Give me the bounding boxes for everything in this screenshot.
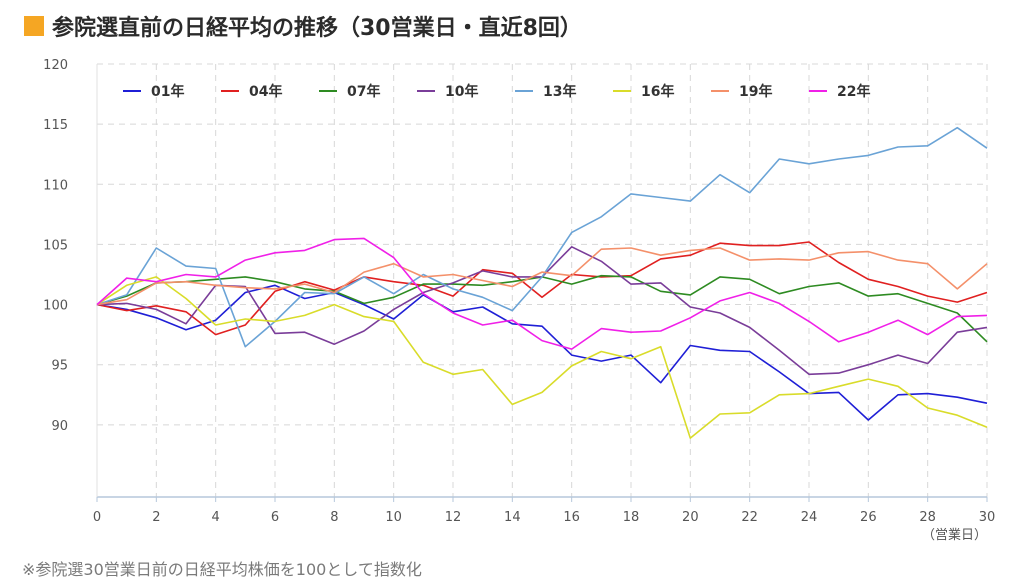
legend-label: 13年	[543, 83, 576, 100]
x-tick-label: 6	[271, 510, 279, 525]
chart-title: 参院選直前の日経平均の推移（30営業日・直近8回）	[52, 16, 582, 41]
series-line-10年	[96, 246, 988, 376]
series-line-13年	[96, 126, 988, 348]
x-tick-label: 12	[445, 510, 462, 525]
x-tick-label: 30	[979, 510, 996, 525]
x-tick-label: 24	[801, 510, 818, 525]
legend-label: 19年	[739, 83, 772, 100]
legend-label: 16年	[641, 83, 674, 100]
x-tick-label: 26	[860, 510, 877, 525]
y-tick-label: 120	[43, 58, 68, 73]
x-tick-label: 14	[504, 510, 521, 525]
title-square-icon	[24, 16, 44, 36]
series-line-04年	[96, 241, 988, 336]
series-line-19年	[96, 247, 988, 306]
x-tick-label: 22	[741, 510, 758, 525]
x-tick-label: 4	[212, 510, 220, 525]
legend-label: 10年	[445, 83, 478, 100]
series-line-16年	[96, 276, 988, 439]
x-tick-label: 28	[919, 510, 936, 525]
legend-label: 22年	[837, 83, 870, 100]
y-tick-label: 95	[51, 359, 68, 374]
series-line-22年	[96, 237, 988, 350]
x-tick-label: 18	[623, 510, 640, 525]
x-tick-label: 0	[93, 510, 101, 525]
y-tick-label: 100	[43, 299, 68, 314]
title-bar: 参院選直前の日経平均の推移（30営業日・直近8回）	[24, 6, 582, 46]
x-tick-label: 8	[330, 510, 338, 525]
y-tick-label: 115	[43, 118, 68, 133]
footnote: ※参院選30営業日前の日経平均株価を100として指数化	[22, 560, 422, 579]
x-tick-label: 10	[385, 510, 402, 525]
legend-label: 07年	[347, 83, 380, 100]
x-tick-label: 20	[682, 510, 699, 525]
series-line-01年	[96, 284, 988, 421]
x-tick-label: 16	[563, 510, 580, 525]
y-tick-label: 105	[43, 238, 68, 253]
legend-label: 04年	[249, 83, 282, 100]
legend-label: 01年	[151, 83, 184, 100]
y-tick-label: 110	[43, 178, 68, 193]
y-tick-label: 90	[51, 419, 68, 434]
x-axis-unit-label: （営業日）	[922, 527, 987, 543]
x-tick-label: 2	[152, 510, 160, 525]
